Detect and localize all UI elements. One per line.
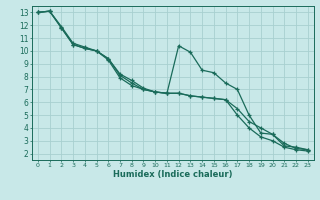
X-axis label: Humidex (Indice chaleur): Humidex (Indice chaleur) bbox=[113, 170, 233, 179]
